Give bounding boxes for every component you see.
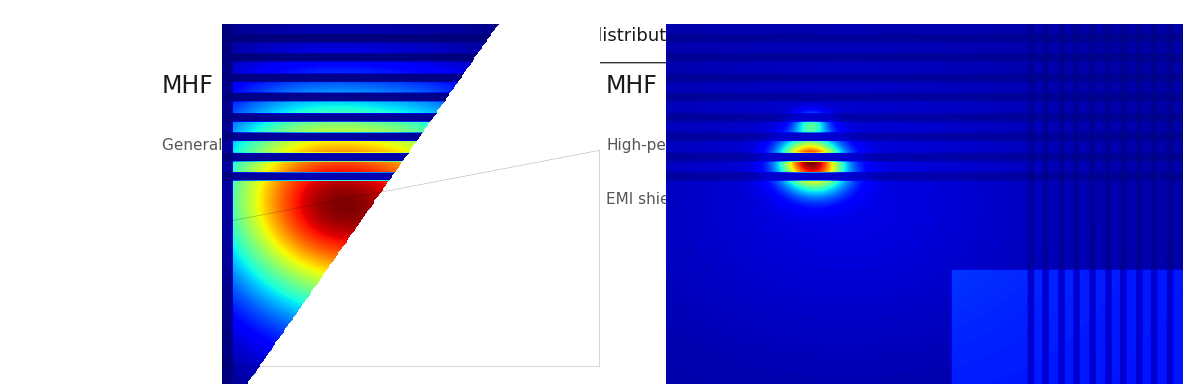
Text: Electric field strength distribution (simulation): Electric field strength distribution (si…: [392, 27, 808, 45]
Text: 7S: 7S: [676, 74, 713, 98]
Text: ®: ®: [667, 56, 678, 66]
Text: General design: General design: [162, 138, 278, 152]
Text: High-performance: High-performance: [606, 138, 745, 152]
Text: MHF: MHF: [162, 74, 214, 98]
Text: ®: ®: [223, 56, 234, 66]
Text: MHF: MHF: [606, 74, 658, 98]
Text: EMI shielding design: EMI shielding design: [606, 192, 763, 207]
Text: 4L: 4L: [232, 74, 268, 98]
